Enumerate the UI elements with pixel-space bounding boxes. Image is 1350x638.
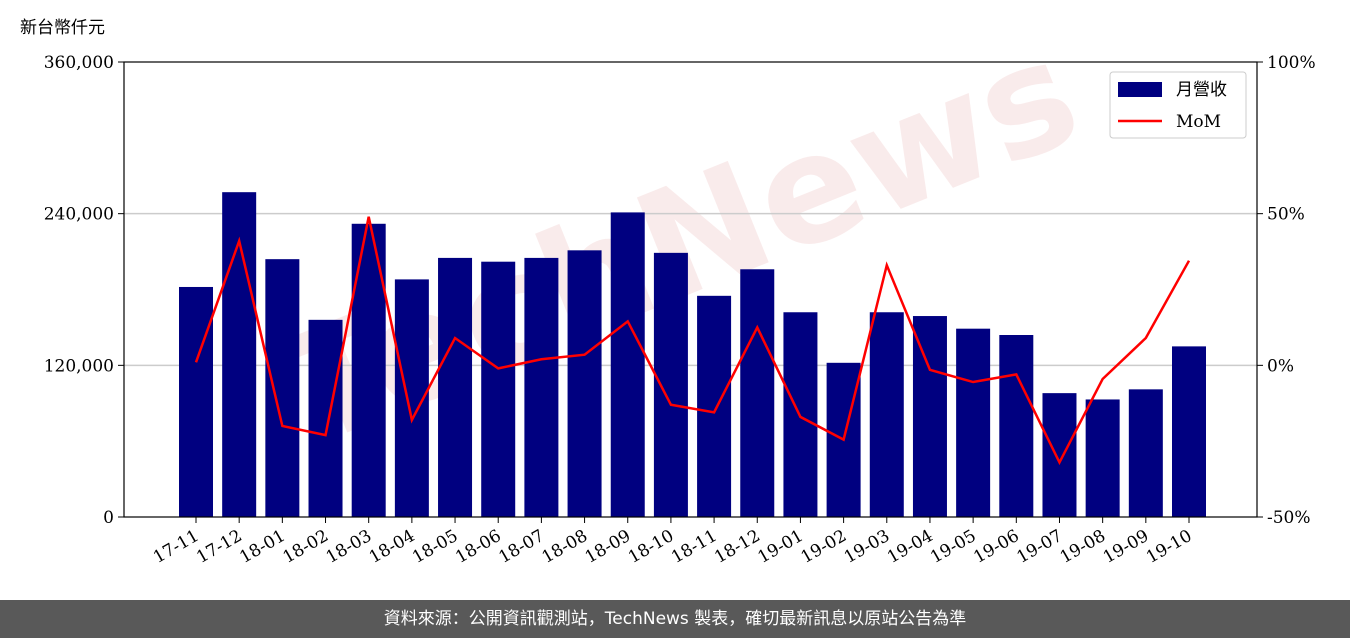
- x-tick-label: 18-12: [711, 526, 763, 568]
- bar: [438, 257, 473, 517]
- y2-tick-label: -50%: [1267, 508, 1311, 528]
- y2-tick-label: 50%: [1267, 205, 1305, 225]
- y-tick-label: 0: [103, 508, 114, 528]
- bar: [524, 257, 559, 517]
- bar: [1085, 399, 1120, 517]
- plot-frame: [123, 61, 1258, 518]
- x-tick-label: 19-03: [841, 526, 893, 568]
- x-tick-label: 19-04: [884, 526, 936, 568]
- bar: [1128, 389, 1163, 517]
- y-tick-label: 240,000: [44, 205, 114, 225]
- bar: [653, 252, 688, 517]
- line: [194, 216, 1191, 466]
- chart: 新台幣仟元 TechNews 0120,000240,000360,000-50…: [20, 6, 1316, 568]
- bar: [308, 319, 343, 517]
- bar: [567, 250, 602, 517]
- bar: [1172, 346, 1206, 517]
- bar: [912, 316, 947, 517]
- x-tick-label: 19-01: [754, 526, 806, 568]
- bar: [869, 312, 904, 517]
- x-tick-label: 19-06: [970, 526, 1022, 568]
- x-tick-label: 18-10: [625, 526, 677, 568]
- legend-label: MoM: [1176, 112, 1221, 132]
- bar: [740, 269, 775, 517]
- x-tick-label: 18-02: [280, 526, 332, 568]
- x-tick-label: 19-10: [1143, 526, 1195, 568]
- bar: [999, 335, 1034, 517]
- x-tick-label: 18-03: [323, 526, 375, 568]
- bar: [265, 259, 300, 517]
- bar: [1042, 393, 1077, 517]
- x-tick-label: 18-01: [236, 526, 288, 568]
- x-tick-label: 18-09: [582, 526, 634, 568]
- chart-title: 新台幣仟元: [20, 18, 105, 38]
- x-tick-label: 17-12: [193, 526, 245, 568]
- x-tick-label: 19-09: [1100, 526, 1152, 568]
- x-tick-label: 18-05: [409, 526, 461, 568]
- y-tick-label: 120,000: [44, 356, 114, 376]
- bar: [179, 286, 213, 517]
- x-tick-label: 19-02: [798, 526, 850, 568]
- bar: [610, 212, 645, 517]
- bar: [697, 295, 732, 517]
- bar: [481, 261, 516, 517]
- x-tick-label: 19-08: [1057, 526, 1109, 568]
- x-tick-label: 18-08: [539, 526, 591, 568]
- x-tick-label: 18-06: [452, 526, 504, 568]
- x-tick-label: 18-04: [366, 526, 418, 568]
- legend-swatch: [1118, 82, 1162, 97]
- y2-tick-label: 100%: [1267, 53, 1316, 73]
- y2-tick-label: 0%: [1267, 356, 1294, 376]
- bar: [956, 328, 991, 517]
- x-tick-label: 17-11: [150, 526, 202, 568]
- x-tick-label: 19-05: [927, 526, 979, 568]
- y-tick-label: 360,000: [44, 53, 114, 73]
- footer: 資料來源：公開資訊觀測站，TechNews 製表，確切最新訊息以原站公告為準: [0, 600, 1350, 638]
- x-tick-label: 18-11: [668, 526, 720, 568]
- x-tick-label: 18-07: [495, 526, 547, 568]
- legend-label: 月營收: [1176, 80, 1227, 100]
- x-tick-label: 19-07: [1014, 526, 1066, 568]
